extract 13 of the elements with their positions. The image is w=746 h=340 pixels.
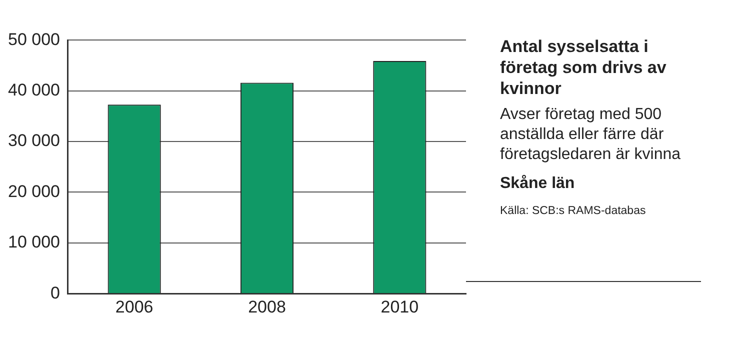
x-tick-label: 2008 bbox=[248, 297, 286, 316]
text: Skåne län bbox=[500, 175, 576, 193]
y-tick-label: 30 000 bbox=[8, 131, 60, 150]
y-tick-label: 20 000 bbox=[8, 182, 60, 201]
y-tick-label: 50 000 bbox=[8, 30, 60, 49]
y-tick-label: 10 000 bbox=[8, 232, 60, 252]
text: Antal sysselsatta i företag som drivs av kvinnor bbox=[500, 36, 668, 99]
y-tick-label: 0 bbox=[50, 283, 60, 302]
text: Källa: SCB:s RAMS-databas bbox=[500, 205, 647, 217]
x-tick-label: 2010 bbox=[380, 297, 419, 316]
x-tick-label: 2006 bbox=[115, 297, 154, 316]
y-tick-label: 40 000 bbox=[8, 80, 60, 100]
text: Avser företag med 500 anställda eller färre där företagsledaren är kvinna bbox=[500, 105, 682, 165]
